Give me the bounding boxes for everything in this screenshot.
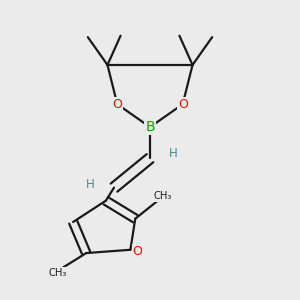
Text: O: O [178,98,188,111]
Text: B: B [145,120,155,134]
Text: O: O [133,245,142,258]
Text: H: H [86,178,95,191]
Text: O: O [112,98,122,111]
Text: H: H [169,147,178,160]
Text: CH₃: CH₃ [153,191,172,202]
Text: CH₃: CH₃ [48,268,67,278]
